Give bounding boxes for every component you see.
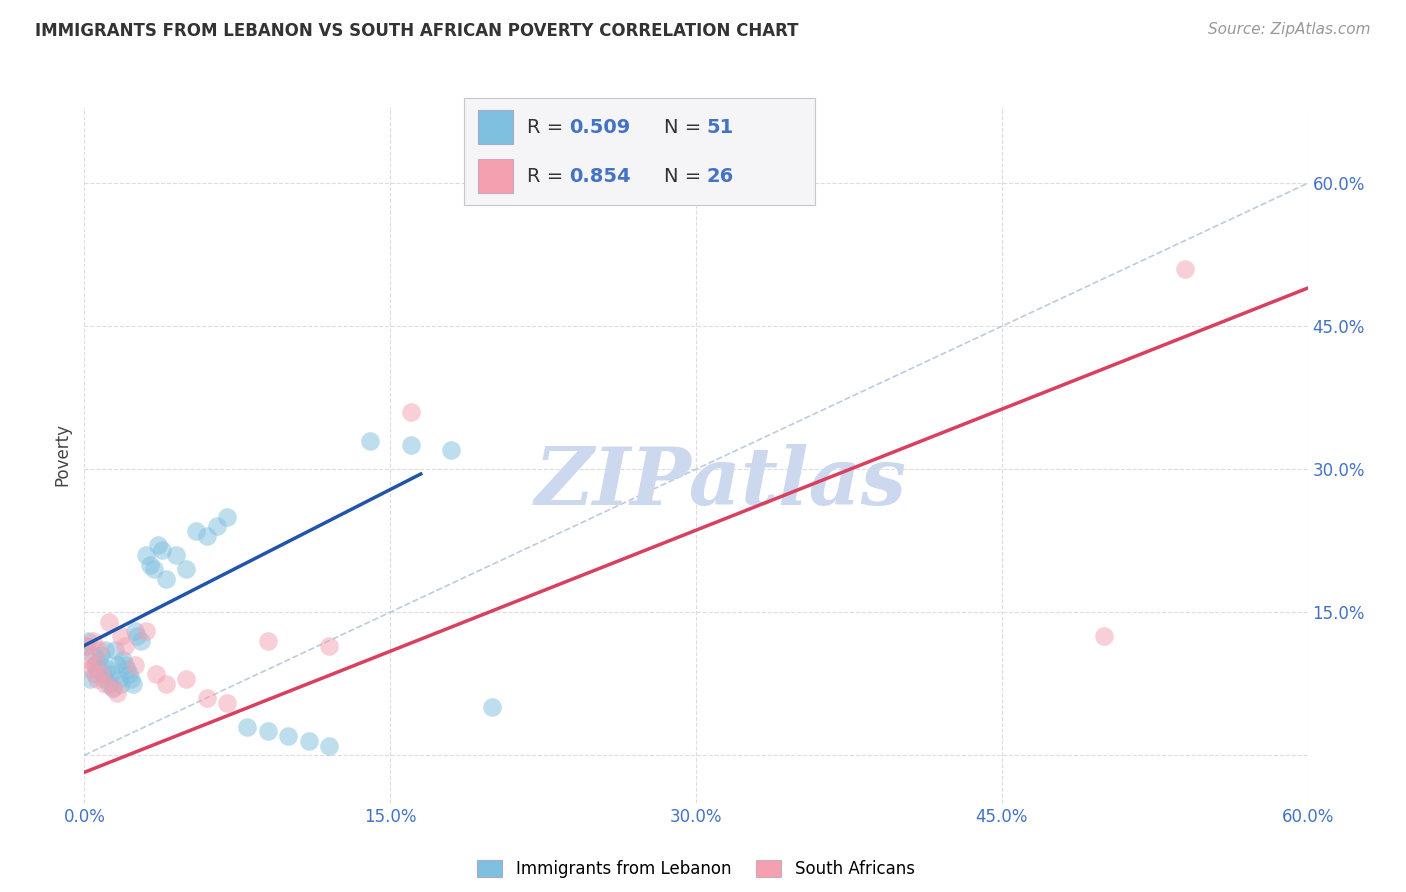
- Bar: [478, 110, 513, 145]
- Point: [108, 672, 131, 686]
- Point: [127, 629, 149, 643]
- Text: R =: R =: [527, 167, 569, 186]
- Text: N =: N =: [665, 118, 707, 136]
- Point: [87, 657, 110, 672]
- Point: [1092, 629, 1115, 643]
- Text: R =: R =: [527, 118, 569, 136]
- Point: [86, 662, 108, 676]
- Point: [1174, 262, 1197, 277]
- Point: [195, 529, 218, 543]
- Point: [110, 629, 132, 643]
- Text: 0.509: 0.509: [569, 118, 631, 136]
- Point: [138, 558, 160, 572]
- Point: [399, 405, 422, 419]
- Point: [205, 519, 228, 533]
- Point: [105, 686, 128, 700]
- Point: [131, 633, 153, 648]
- Legend: Immigrants from Lebanon, South Africans: Immigrants from Lebanon, South Africans: [471, 854, 921, 885]
- Text: 26: 26: [707, 167, 734, 186]
- Point: [77, 633, 100, 648]
- Point: [217, 696, 239, 710]
- Point: [82, 633, 104, 648]
- Point: [87, 643, 110, 657]
- Point: [100, 667, 122, 681]
- Point: [165, 548, 187, 562]
- Point: [79, 672, 101, 686]
- Point: [124, 624, 146, 639]
- Point: [124, 657, 146, 672]
- Point: [90, 648, 112, 662]
- Point: [79, 662, 101, 676]
- Point: [112, 653, 135, 667]
- Point: [122, 676, 145, 690]
- Text: 51: 51: [707, 118, 734, 136]
- Point: [176, 562, 198, 576]
- Point: [101, 681, 124, 696]
- Point: [93, 672, 117, 686]
- Point: [120, 672, 142, 686]
- Text: 0.854: 0.854: [569, 167, 631, 186]
- Point: [83, 657, 105, 672]
- Point: [93, 643, 117, 657]
- Point: [399, 438, 422, 452]
- Point: [146, 539, 169, 553]
- Point: [155, 676, 177, 690]
- Y-axis label: Poverty: Poverty: [53, 424, 72, 486]
- Point: [77, 653, 100, 667]
- Point: [236, 720, 259, 734]
- Point: [135, 624, 157, 639]
- Point: [318, 739, 340, 753]
- Point: [114, 639, 136, 653]
- Point: [145, 667, 167, 681]
- Point: [82, 648, 104, 662]
- Point: [481, 700, 503, 714]
- Text: N =: N =: [665, 167, 707, 186]
- Point: [87, 653, 110, 667]
- Point: [150, 543, 173, 558]
- Point: [91, 667, 114, 681]
- Point: [75, 639, 97, 653]
- Point: [195, 690, 218, 705]
- Point: [86, 672, 108, 686]
- Point: [110, 676, 132, 690]
- Bar: [478, 159, 513, 194]
- Point: [186, 524, 208, 538]
- Point: [97, 615, 120, 629]
- Text: IMMIGRANTS FROM LEBANON VS SOUTH AFRICAN POVERTY CORRELATION CHART: IMMIGRANTS FROM LEBANON VS SOUTH AFRICAN…: [35, 22, 799, 40]
- Point: [96, 662, 118, 676]
- Point: [257, 633, 280, 648]
- Point: [217, 509, 239, 524]
- Point: [176, 672, 198, 686]
- Text: Source: ZipAtlas.com: Source: ZipAtlas.com: [1208, 22, 1371, 37]
- Point: [359, 434, 381, 448]
- Text: ZIPatlas: ZIPatlas: [534, 444, 907, 522]
- Point: [142, 562, 165, 576]
- Point: [83, 657, 105, 672]
- Point: [90, 667, 112, 681]
- Point: [135, 548, 157, 562]
- Point: [97, 676, 120, 690]
- Point: [93, 676, 117, 690]
- Point: [118, 667, 141, 681]
- Point: [277, 729, 299, 743]
- Point: [155, 572, 177, 586]
- Point: [75, 639, 97, 653]
- Point: [104, 643, 127, 657]
- Point: [105, 657, 128, 672]
- Point: [318, 639, 340, 653]
- Point: [101, 681, 124, 696]
- Point: [83, 667, 105, 681]
- Point: [114, 657, 136, 672]
- Point: [440, 443, 463, 458]
- Point: [257, 724, 280, 739]
- Point: [298, 734, 321, 748]
- Point: [115, 662, 138, 676]
